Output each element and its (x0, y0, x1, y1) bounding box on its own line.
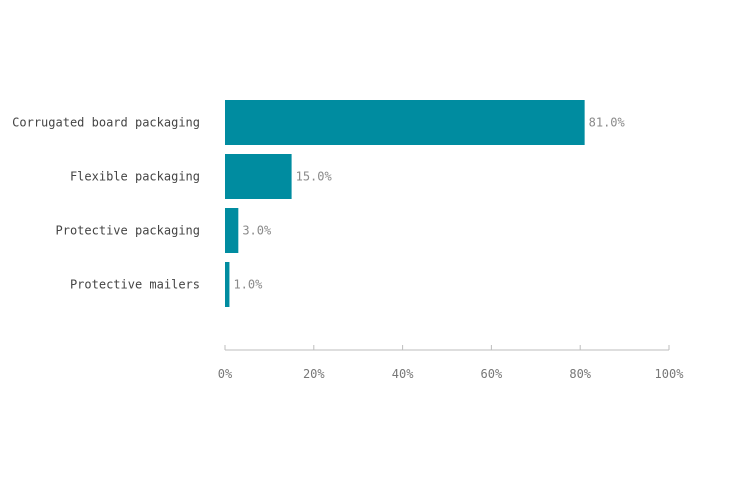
x-tick-label: 80% (569, 367, 591, 381)
category-label: Flexible packaging (70, 170, 200, 184)
value-label: 15.0% (296, 170, 333, 184)
category-label: Corrugated board packaging (12, 116, 200, 130)
category-label: Protective mailers (70, 278, 200, 292)
bar-2 (225, 208, 239, 253)
x-axis: 0% 20% 40% 60% 80% 100% (218, 345, 684, 381)
x-tick-label: 0% (218, 367, 233, 381)
x-tick-label: 100% (655, 367, 685, 381)
bar-1 (225, 154, 292, 199)
x-tick-label: 40% (392, 367, 414, 381)
x-tick-label: 60% (481, 367, 503, 381)
value-label: 81.0% (589, 116, 626, 130)
x-tick-label: 20% (303, 367, 325, 381)
category-label: Protective packaging (56, 224, 201, 238)
value-label: 3.0% (242, 224, 272, 238)
bar-0 (225, 100, 585, 145)
bar-3 (225, 262, 230, 307)
bars-layer (225, 100, 585, 307)
labels-layer: Corrugated board packaging 81.0% Flexible … (12, 116, 625, 292)
value-label: 1.0% (233, 278, 263, 292)
